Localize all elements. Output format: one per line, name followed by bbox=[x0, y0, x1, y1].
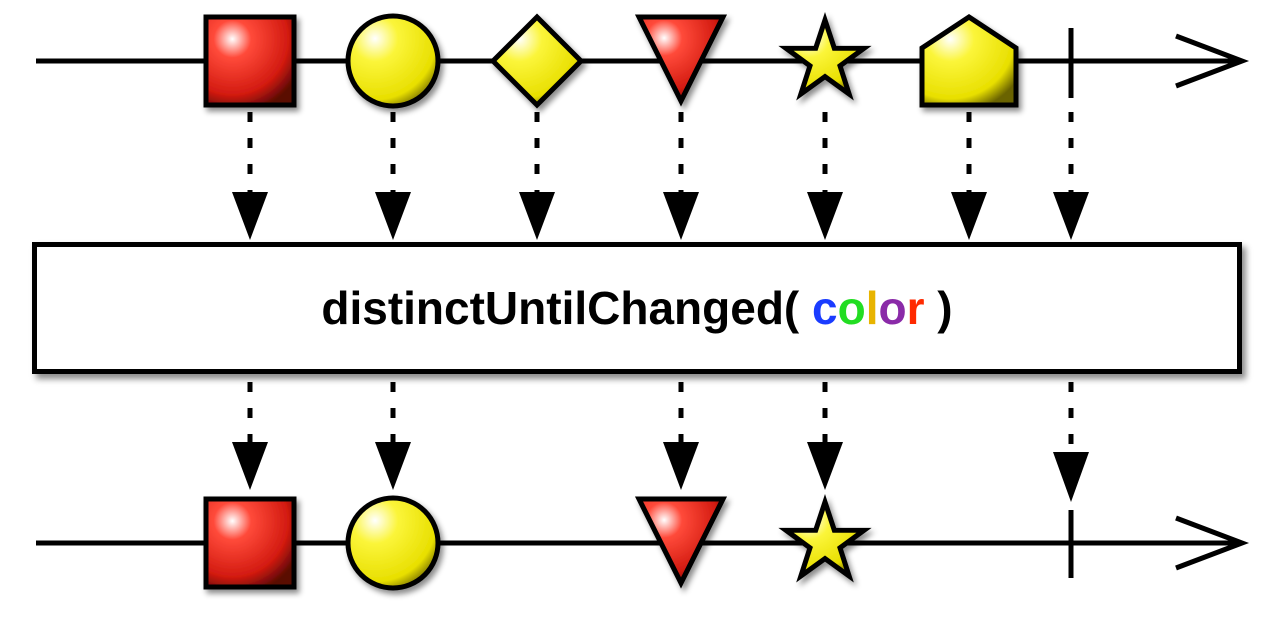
operator-label: distinctUntilChanged( color ) bbox=[321, 281, 952, 335]
connector-arrow bbox=[1053, 382, 1089, 502]
input-connectors bbox=[232, 112, 1089, 240]
connector-arrow bbox=[951, 112, 987, 240]
argument-letter: r bbox=[906, 282, 925, 334]
yellow-star-marble bbox=[778, 12, 872, 101]
connector-arrow bbox=[232, 112, 268, 240]
connector-arrow bbox=[375, 382, 411, 490]
connector-arrow bbox=[375, 112, 411, 240]
yellow-diamond-marble bbox=[489, 13, 585, 109]
connector-arrow bbox=[232, 382, 268, 490]
output-connectors bbox=[232, 382, 1089, 502]
output-marbles bbox=[203, 494, 1074, 591]
argument-letter: o bbox=[878, 282, 907, 334]
yellow-circle-marble bbox=[345, 13, 441, 109]
connector-arrow bbox=[1053, 112, 1089, 240]
red-square-marble bbox=[203, 14, 297, 108]
operator-closing-paren: ) bbox=[924, 282, 953, 334]
yellow-star-marble bbox=[778, 494, 872, 583]
yellow-circle-marble bbox=[345, 495, 441, 591]
argument-letter: c bbox=[812, 282, 838, 334]
connector-arrow bbox=[663, 112, 699, 240]
input-marbles bbox=[203, 12, 1074, 109]
connector-arrow bbox=[663, 382, 699, 490]
red-triangle-marble bbox=[634, 14, 728, 107]
input-timeline-arrowhead bbox=[1175, 33, 1250, 89]
output-timeline-arrowhead bbox=[1175, 515, 1250, 571]
connector-arrow bbox=[807, 112, 843, 240]
argument-letter: o bbox=[837, 282, 866, 334]
connector-arrow bbox=[519, 112, 555, 240]
operator-box: distinctUntilChanged( color ) bbox=[32, 242, 1242, 374]
red-square-marble bbox=[203, 496, 297, 590]
yellow-pentagon-marble bbox=[919, 14, 1019, 108]
operator-name: distinctUntilChanged( bbox=[321, 282, 813, 334]
red-triangle-marble bbox=[634, 496, 728, 589]
connector-arrow bbox=[807, 382, 843, 490]
argument-letter: l bbox=[865, 282, 879, 334]
